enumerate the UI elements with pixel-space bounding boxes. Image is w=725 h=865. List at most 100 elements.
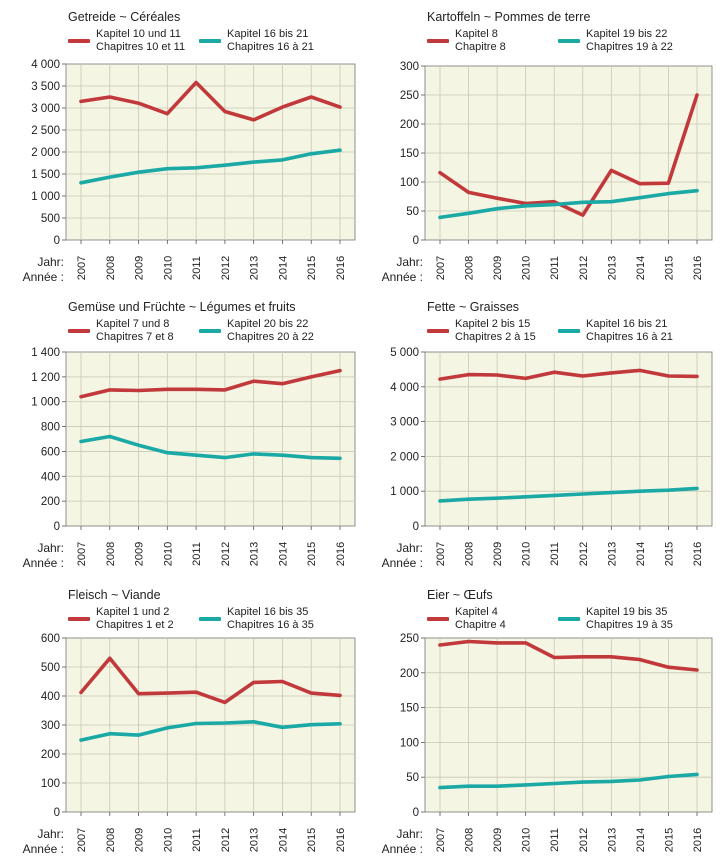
legend-swatch xyxy=(427,617,449,621)
x-tick-label: 2008 xyxy=(464,828,476,852)
series-line xyxy=(438,772,699,790)
x-tick-label: 2013 xyxy=(606,542,618,566)
x-tick-label: 2010 xyxy=(162,256,174,280)
y-tick-label: 2 000 xyxy=(390,451,419,463)
legend-label-fr: Chapitres 16 à 21 xyxy=(227,41,314,53)
chart-title: Eier ~ Œufs xyxy=(427,588,493,602)
x-tick-label: 2010 xyxy=(521,542,533,566)
legend-label-fr: Chapitres 16 à 35 xyxy=(227,619,314,631)
x-tick-label: 2009 xyxy=(134,542,146,566)
x-tick-label: 2008 xyxy=(464,542,476,566)
legend-label-de: Kapitel 19 bis 22 xyxy=(586,28,668,40)
legend-entry: Kapitel 1 und 2 Chapitres 1 et 2 xyxy=(96,606,174,632)
legend-entry: Kapitel 7 und 8 Chapitres 7 et 8 xyxy=(96,318,174,344)
legend-swatch xyxy=(558,329,580,333)
x-tick-label: 2008 xyxy=(105,256,117,280)
series-line xyxy=(79,656,342,705)
y-tick-label: 800 xyxy=(41,422,60,434)
legend-label-fr: Chapitres 19 à 22 xyxy=(586,41,673,53)
legend-label-fr: Chapitres 19 à 35 xyxy=(586,619,673,631)
y-tick-label: 150 xyxy=(400,148,419,160)
series-line xyxy=(438,486,699,503)
x-tick-label: 2012 xyxy=(578,828,590,852)
legend-label-de: Kapitel 7 und 8 xyxy=(96,318,170,330)
series-line xyxy=(79,80,342,122)
x-tick-label: 2007 xyxy=(435,542,447,566)
y-tick-label: 0 xyxy=(413,521,419,533)
y-tick-label: 1 200 xyxy=(31,372,60,384)
x-tick-label: 2008 xyxy=(105,542,117,566)
year-label: Jahr: xyxy=(37,255,64,269)
x-tick-label: 2015 xyxy=(306,542,318,566)
x-tick-label: 2014 xyxy=(635,256,647,280)
legend-swatch xyxy=(68,329,90,333)
x-tick-label: 2014 xyxy=(635,828,647,852)
legend-label-fr: Chapitres 1 et 2 xyxy=(96,619,174,631)
x-tick-label: 2013 xyxy=(249,828,261,852)
x-tick-label: 2016 xyxy=(692,256,704,280)
legend-label-fr: Chapitres 16 à 21 xyxy=(586,331,673,343)
x-tick-label: 2011 xyxy=(549,256,561,280)
chart-title: Kartoffeln ~ Pommes de terre xyxy=(427,10,591,24)
y-tick-label: 400 xyxy=(41,691,60,703)
y-tick-label: 200 xyxy=(41,496,60,508)
y-tick-label: 100 xyxy=(41,778,60,790)
legend-label-fr: Chapitre 8 xyxy=(455,41,506,53)
x-tick-label: 2011 xyxy=(191,828,203,852)
x-tick-label: 2016 xyxy=(692,828,704,852)
x-tick-label: 2010 xyxy=(521,828,533,852)
legend-swatch xyxy=(558,617,580,621)
y-tick-label: 1 500 xyxy=(31,169,60,181)
legend-entry: Kapitel 2 bis 15 Chapitres 2 à 15 xyxy=(455,318,536,344)
y-tick-label: 2 500 xyxy=(31,125,60,137)
legend-entry: Kapitel 10 und 11 Chapitres 10 et 11 xyxy=(96,28,185,54)
year-label-fr: Année : xyxy=(382,842,423,856)
x-tick-label: 2015 xyxy=(306,256,318,280)
legend-swatch xyxy=(427,39,449,43)
x-tick-label: 2016 xyxy=(335,256,347,280)
x-tick-label: 2011 xyxy=(191,542,203,566)
series-line xyxy=(79,719,342,742)
legend-label-fr: Chapitres 20 à 22 xyxy=(227,331,314,343)
y-tick-label: 100 xyxy=(400,737,419,749)
year-label-fr: Année : xyxy=(23,270,64,284)
x-tick-label: 2015 xyxy=(306,828,318,852)
legend-entry: Kapitel 8 Chapitre 8 xyxy=(455,28,506,54)
y-tick-label: 50 xyxy=(406,206,419,218)
x-tick-label: 2009 xyxy=(492,542,504,566)
y-tick-label: 500 xyxy=(41,213,60,225)
x-tick-label: 2015 xyxy=(663,542,675,566)
y-tick-label: 0 xyxy=(413,807,419,819)
y-tick-label: 5 000 xyxy=(390,347,419,359)
x-tick-label: 2014 xyxy=(277,256,289,280)
series-line xyxy=(438,639,699,672)
x-tick-label: 2016 xyxy=(335,828,347,852)
legend-swatch xyxy=(68,617,90,621)
legend-label-de: Kapitel 8 xyxy=(455,28,498,40)
year-label: Jahr: xyxy=(37,827,64,841)
x-tick-label: 2014 xyxy=(277,828,289,852)
y-tick-label: 1 000 xyxy=(31,397,60,409)
y-tick-label: 150 xyxy=(400,703,419,715)
chart-title: Fette ~ Graisses xyxy=(427,300,520,314)
series-line xyxy=(438,188,699,220)
x-tick-label: 2007 xyxy=(76,542,88,566)
legend-swatch xyxy=(427,329,449,333)
year-label: Jahr: xyxy=(396,541,423,555)
plot-area xyxy=(424,351,713,527)
x-tick-label: 2010 xyxy=(162,542,174,566)
x-tick-label: 2012 xyxy=(578,256,590,280)
y-tick-label: 3 000 xyxy=(390,417,419,429)
x-tick-label: 2012 xyxy=(578,542,590,566)
x-tick-label: 2014 xyxy=(635,542,647,566)
legend-entry: Kapitel 20 bis 22 Chapitres 20 à 22 xyxy=(227,318,314,344)
x-tick-label: 2007 xyxy=(435,256,447,280)
legend-label-de: Kapitel 1 und 2 xyxy=(96,606,170,618)
y-tick-label: 4 000 xyxy=(390,382,419,394)
legend-swatch xyxy=(199,39,221,43)
x-tick-label: 2012 xyxy=(220,542,232,566)
y-tick-label: 600 xyxy=(41,446,60,458)
x-tick-label: 2009 xyxy=(134,256,146,280)
legend-label-de: Kapitel 16 bis 21 xyxy=(227,28,309,40)
